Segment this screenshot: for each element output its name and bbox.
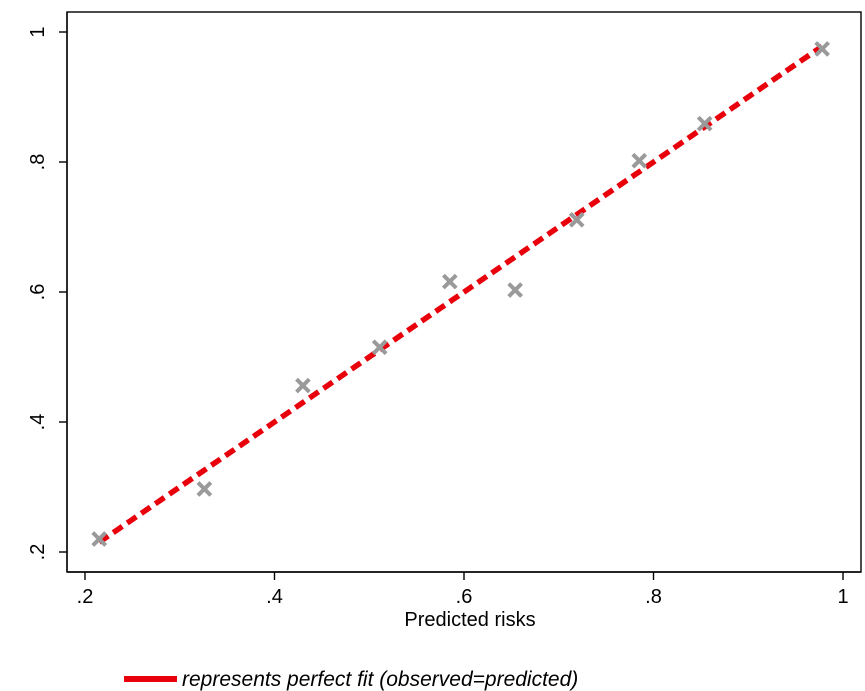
- y-tick-label: .8: [27, 154, 49, 171]
- data-point-marker: [196, 481, 213, 497]
- data-point-marker: [295, 377, 311, 394]
- x-tick-label: 1: [837, 586, 848, 608]
- data-point-marker: [814, 41, 830, 57]
- data-point-marker: [507, 282, 523, 298]
- x-tick-label: .2: [77, 586, 94, 608]
- data-point-marker: [631, 152, 648, 169]
- y-ticks: .2 .4 .6 .8 1: [27, 26, 67, 560]
- data-point-marker: [696, 115, 713, 132]
- y-tick-label: .4: [27, 414, 49, 431]
- x-tick-label: .6: [456, 586, 473, 608]
- x-tick-label: .4: [266, 586, 283, 608]
- points-layer: [91, 41, 830, 547]
- x-ticks: .2 .4 .6 .8 1: [77, 572, 849, 608]
- data-point-marker: [568, 212, 585, 228]
- y-tick-label: .2: [27, 544, 49, 561]
- fit-line-layer: [97, 44, 824, 545]
- x-axis-title: Predicted risks: [404, 609, 535, 631]
- perfect-fit-line: [97, 44, 824, 545]
- y-axis: .2 .4 .6 .8 1: [27, 12, 68, 572]
- data-point-marker: [441, 273, 458, 290]
- data-point-marker: [91, 531, 108, 547]
- y-tick-label: .6: [27, 284, 49, 301]
- data-point-marker: [371, 339, 388, 356]
- x-axis: .2 .4 .6 .8 1 Predicted risks: [67, 571, 861, 631]
- legend-label: represents perfect fit (observed=predict…: [182, 668, 578, 691]
- legend: represents perfect fit (observed=predict…: [124, 668, 578, 691]
- y-tick-label: 1: [27, 26, 49, 37]
- x-tick-label: .8: [645, 586, 662, 608]
